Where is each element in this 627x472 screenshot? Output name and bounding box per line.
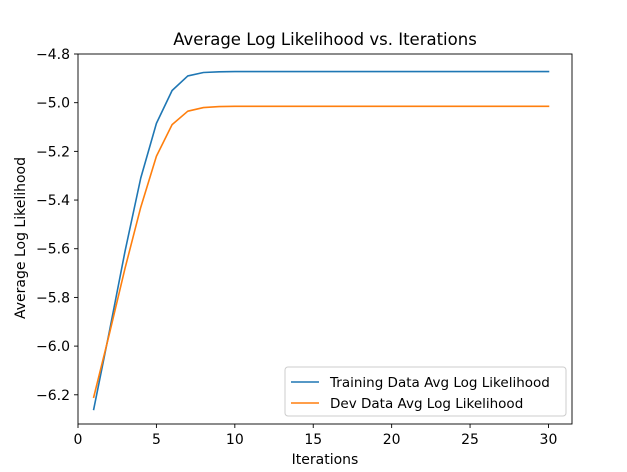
legend: Training Data Avg Log Likelihood Dev Data…	[284, 366, 567, 417]
legend-label-1: Dev Data Avg Log Likelihood	[330, 396, 523, 412]
series-line-0	[92, 70, 550, 411]
legend-box	[284, 366, 567, 417]
y-tick-label: −5.6	[36, 242, 70, 258]
x-tick-label: 30	[540, 432, 558, 448]
series-line-1	[92, 105, 550, 399]
x-tick-label: 5	[152, 432, 161, 448]
y-tick-label: −5.0	[36, 96, 70, 112]
y-tick-label: −5.4	[36, 193, 70, 209]
plot-area: 0 5 10 15 20 25 30 −4.8 −5.0 −5.2 −5.4 −5.6 −5.8 −6.0…	[36, 47, 573, 448]
chart-title: Average Log Likelihood vs. Iterations	[173, 30, 477, 49]
axes-frame	[77, 53, 573, 425]
y-tick-label: −6.2	[36, 388, 70, 404]
y-tick-label: −6.0	[36, 339, 70, 355]
x-axis-label: Iterations	[292, 452, 359, 468]
y-axis-label: Average Log Likelihood	[13, 157, 29, 319]
y-tick-label: −4.8	[36, 47, 70, 63]
y-tick-label: −5.2	[36, 144, 70, 160]
x-tick-label: 20	[383, 432, 401, 448]
x-tick-label: 0	[74, 432, 83, 448]
legend-label-0: Training Data Avg Log Likelihood	[329, 375, 550, 391]
x-tick-label: 10	[226, 432, 244, 448]
y-tick-label: −5.8	[36, 290, 70, 306]
x-tick-label: 25	[461, 432, 479, 448]
x-tick-label: 15	[304, 432, 322, 448]
